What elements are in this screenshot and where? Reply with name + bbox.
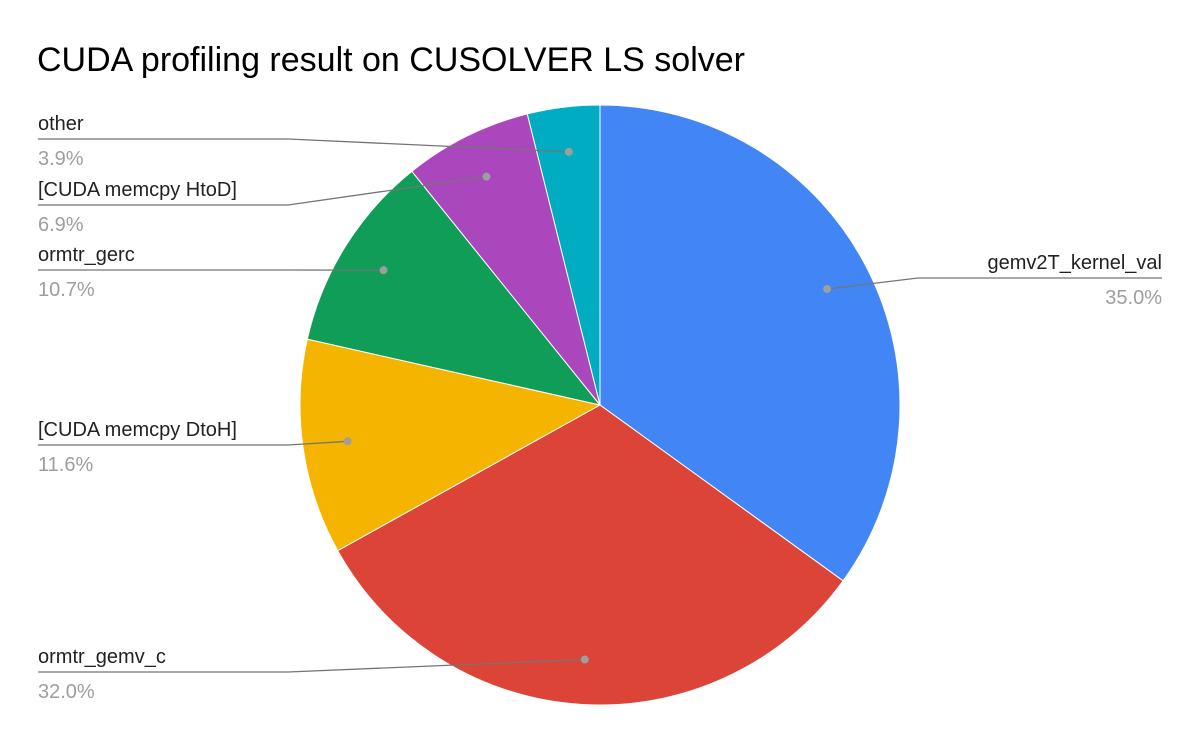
slice-label-other: other [38,113,84,135]
chart-title: CUDA profiling result on CUSOLVER LS sol… [37,41,745,79]
slice-percent-ormtr-gemv-c: 32.0% [38,681,95,703]
leader-dot-ormtr-gemv-c [581,656,589,664]
leader-dot-other [565,148,573,156]
slice-label-gemv2t-kernel-val: gemv2T_kernel_val [987,252,1162,274]
slice-percent-gemv2t-kernel-val: 35.0% [1105,287,1162,309]
slice-percent-ormtr-gerc: 10.7% [38,279,95,301]
slice-percent-cuda-memcpy-htod: 6.9% [38,214,84,236]
leader-line-cuda-memcpy-dtoh [38,441,348,445]
slice-percent-cuda-memcpy-dtoh: 11.6% [38,454,93,476]
leader-dot-ormtr-gerc [380,266,388,274]
pie-slices [300,105,900,705]
leader-dot-gemv2t-kernel-val [823,285,831,293]
leader-dot-cuda-memcpy-dtoh [344,437,352,445]
slice-label-cuda-memcpy-htod: [CUDA memcpy HtoD] [38,179,237,201]
leader-dot-cuda-memcpy-htod [482,173,490,181]
slice-label-ormtr-gemv-c: ormtr_gemv_c [38,646,166,668]
slice-percent-other: 3.9% [38,148,84,170]
slice-label-ormtr-gerc: ormtr_gerc [38,244,135,266]
slice-label-cuda-memcpy-dtoh: [CUDA memcpy DtoH] [38,419,237,441]
